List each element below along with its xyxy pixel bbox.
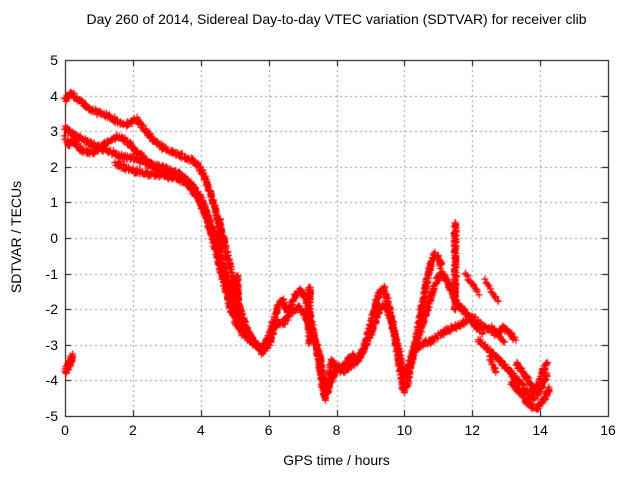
y-tick-label: -2 (45, 301, 58, 318)
y-tick-label: -3 (45, 336, 58, 353)
x-tick-label: 14 (532, 422, 548, 438)
x-tick-label: 16 (600, 422, 616, 438)
y-tick-label: 3 (50, 123, 58, 140)
x-tick-label: 2 (128, 422, 137, 438)
x-tick-label: 12 (464, 422, 481, 438)
x-tick-label: 10 (396, 422, 413, 438)
y-tick-label: 0 (50, 230, 58, 246)
x-tick-label: 4 (196, 422, 205, 438)
y-tick-label: 1 (50, 194, 58, 211)
y-tick-label: -1 (45, 265, 58, 282)
y-tick-label: -5 (45, 408, 58, 424)
x-tick-label: 6 (264, 422, 273, 438)
x-tick-label: 8 (332, 422, 341, 438)
y-tick-label: 4 (50, 87, 58, 104)
x-tick-label: 0 (61, 422, 69, 438)
y-tick-label: 2 (50, 158, 58, 175)
y-tick-label: -4 (45, 372, 58, 389)
y-tick-label: 5 (50, 52, 58, 68)
x-axis-label: GPS time / hours (283, 452, 390, 468)
chart-title: Day 260 of 2014, Sidereal Day-to-day VTE… (86, 11, 587, 27)
